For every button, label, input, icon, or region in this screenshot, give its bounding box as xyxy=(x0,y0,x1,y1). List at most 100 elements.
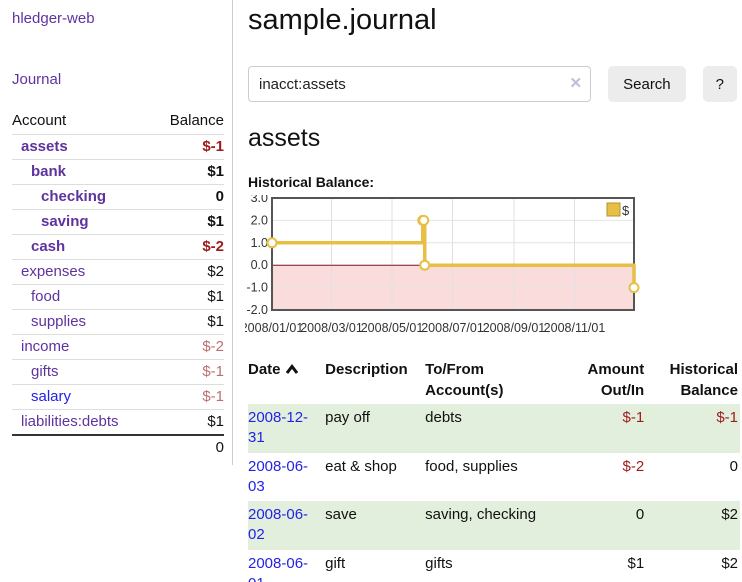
description-column-header: Description xyxy=(325,361,408,378)
account-link[interactable]: expenses xyxy=(21,263,86,280)
account-link[interactable]: saving xyxy=(41,213,89,230)
help-button[interactable]: ? xyxy=(702,66,737,102)
account-row[interactable]: supplies $1 xyxy=(12,309,224,334)
account-balance: $1 xyxy=(207,288,224,305)
data-point-marker xyxy=(418,214,430,226)
transaction-accounts: gifts xyxy=(425,554,453,572)
y-tick-label: 2.0 xyxy=(251,213,268,227)
account-balance: $1 xyxy=(207,163,224,180)
transaction-amount: 0 xyxy=(635,506,645,523)
data-point-marker xyxy=(266,237,278,249)
account-row[interactable]: saving $1 xyxy=(12,209,224,234)
account-link[interactable]: income xyxy=(21,338,70,355)
account-column-header: Account xyxy=(12,112,67,129)
account-balance: $1 xyxy=(207,413,224,430)
historical-balance-chart: 3.0 2.0 1.0 0.0 -1.0 -2.0 2008/01/01 2008/03/01… xyxy=(241,191,737,341)
legend-swatch xyxy=(606,202,621,217)
sidebar: hledger-web Journal Account Balance asse… xyxy=(0,0,233,465)
x-tick-label: 2008/03/01 xyxy=(300,321,363,335)
search-button[interactable]: Search xyxy=(608,66,686,102)
y-tick-label: 0.0 xyxy=(251,258,268,272)
account-link[interactable]: supplies xyxy=(31,313,87,330)
data-point-marker xyxy=(628,282,640,294)
clear-search-icon[interactable]: ✕ xyxy=(569,75,583,92)
account-balance: $1 xyxy=(207,213,224,230)
account-link[interactable]: liabilities:debts xyxy=(21,413,119,430)
x-tick-label: 2008/01/01 xyxy=(245,321,303,335)
account-balance: $2 xyxy=(207,263,224,280)
account-row[interactable]: expenses $2 xyxy=(12,259,224,284)
register-header-row: Date Description To/From Account(s) Amou… xyxy=(248,356,740,404)
accounts-table: Account Balance assets $-1 bank $1 check… xyxy=(12,108,224,459)
transaction-row[interactable]: 2008-06-03 eat & shop food, supplies $-2… xyxy=(248,453,740,502)
main-content: sample.journal ✕ Search ? assets Histori… xyxy=(233,4,742,582)
account-row[interactable]: liabilities:debts $1 xyxy=(12,409,224,434)
data-point-marker xyxy=(419,259,431,271)
y-tick-label: -2.0 xyxy=(246,303,268,317)
transaction-amount: $1 xyxy=(627,554,645,572)
transaction-date-link[interactable]: 2008-06-01 xyxy=(248,554,309,582)
account-row[interactable]: checking 0 xyxy=(12,184,224,209)
account-balance: 0 xyxy=(215,188,224,205)
search-input[interactable] xyxy=(248,66,592,102)
x-tick-label: 2008/11/01 xyxy=(544,321,606,335)
account-row[interactable]: assets $-1 xyxy=(12,134,224,159)
register-table: Date Description To/From Account(s) Amou… xyxy=(248,356,740,582)
account-link[interactable]: gifts xyxy=(31,363,59,380)
chart-frame xyxy=(271,197,635,311)
transaction-balance: 0 xyxy=(729,457,738,475)
legend-label: $ xyxy=(622,203,630,218)
accounts-total-row: 0 xyxy=(12,434,224,459)
x-tick-label: 2008/05/01 xyxy=(361,321,424,335)
x-tick-label: 2008/07/01 xyxy=(421,321,484,335)
transaction-accounts: debts xyxy=(425,409,462,426)
account-link[interactable]: checking xyxy=(41,188,107,205)
brand-link[interactable]: hledger-web xyxy=(12,10,95,27)
amount-column-header: Amount Out/In xyxy=(587,361,645,399)
date-column-header[interactable]: Date xyxy=(248,356,325,404)
accounts-total-value: 0 xyxy=(215,439,224,456)
transaction-accounts: saving, checking xyxy=(425,506,537,523)
transaction-balance: $2 xyxy=(721,554,738,572)
transaction-row[interactable]: 2008-06-02 save saving, checking 0 $2 xyxy=(248,501,740,550)
balance-column-header: Balance xyxy=(169,112,224,129)
account-row[interactable]: gifts $-1 xyxy=(12,359,224,384)
account-row[interactable]: food $1 xyxy=(12,284,224,309)
transaction-amount: $-2 xyxy=(622,457,645,475)
transaction-date-link[interactable]: 2008-06-03 xyxy=(248,457,309,495)
account-balance: $-1 xyxy=(202,388,224,405)
account-row[interactable]: bank $1 xyxy=(12,159,224,184)
account-balance: $-2 xyxy=(202,338,224,355)
y-tick-label: 3.0 xyxy=(251,195,268,205)
page-title: sample.journal xyxy=(248,4,437,36)
transaction-accounts: food, supplies xyxy=(425,457,518,475)
y-tick-label: -1.0 xyxy=(246,281,268,295)
transaction-description: gift xyxy=(325,554,346,572)
accounts-table-header: Account Balance xyxy=(12,108,224,134)
account-link[interactable]: food xyxy=(31,288,61,305)
transaction-description: pay off xyxy=(325,409,370,426)
transaction-description: save xyxy=(325,506,357,523)
chart-title: Historical Balance: xyxy=(248,174,375,190)
transaction-row[interactable]: 2008-06-01 gift gifts $1 $2 xyxy=(248,550,740,582)
account-balance: $-2 xyxy=(202,238,224,255)
accounts-column-header: To/From Account(s) xyxy=(425,361,504,399)
account-row[interactable]: income $-2 xyxy=(12,334,224,359)
transaction-balance: $2 xyxy=(721,506,738,523)
sort-ascending-icon xyxy=(285,364,298,374)
account-link[interactable]: assets xyxy=(21,138,68,155)
transaction-row[interactable]: 2008-12-31 pay off debts $-1 $-1 xyxy=(248,404,740,453)
transaction-amount: $-1 xyxy=(622,409,645,426)
account-link[interactable]: bank xyxy=(31,163,67,180)
account-balance: $-1 xyxy=(202,138,224,155)
account-link[interactable]: cash xyxy=(31,238,66,255)
transaction-date-link[interactable]: 2008-06-02 xyxy=(248,506,309,544)
transaction-date-link[interactable]: 2008-12-31 xyxy=(248,409,309,447)
x-tick-label: 2008/09/01 xyxy=(483,321,546,335)
transaction-description: eat & shop xyxy=(325,457,397,475)
account-link[interactable]: salary xyxy=(31,388,72,405)
account-row[interactable]: salary $-1 xyxy=(12,384,224,409)
sidebar-item-journal[interactable]: Journal xyxy=(12,71,62,88)
y-tick-label: 1.0 xyxy=(251,236,268,250)
account-row[interactable]: cash $-2 xyxy=(12,234,224,259)
